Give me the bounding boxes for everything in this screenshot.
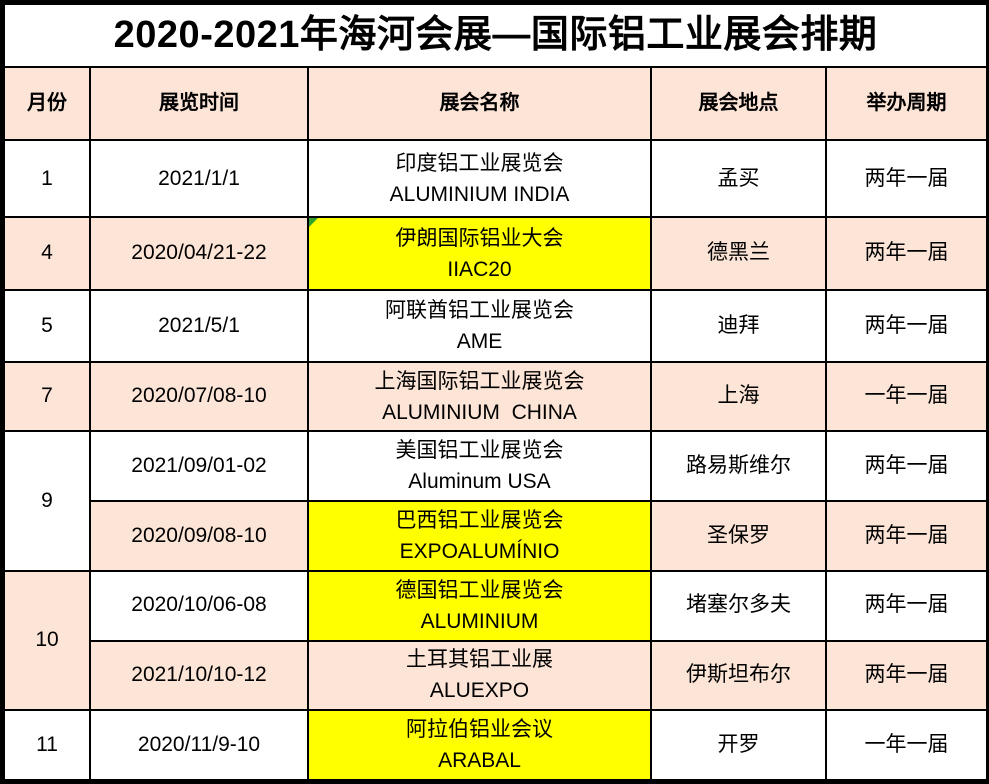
location-cell: 迪拜 bbox=[650, 289, 827, 363]
name-cell: 上海国际铝工业展览会 ALUMINIUM CHINA bbox=[307, 360, 652, 433]
table-row: 11 2020/11/9-10 阿拉伯铝业会议 ARABAL 开罗 一年一届 bbox=[3, 709, 986, 781]
page-title: 2020-2021年海河会展—国际铝工业展会排期 bbox=[3, 3, 986, 68]
name-en: ALUMINIUM CHINA bbox=[382, 400, 577, 424]
cycle-cell: 两年一届 bbox=[824, 500, 986, 572]
name-en: IIAC20 bbox=[447, 257, 512, 281]
location-cell: 路易斯维尔 bbox=[650, 430, 827, 503]
name-cn: 美国铝工业展览会 bbox=[395, 439, 564, 463]
header-row: 月份 展览时间 展会名称 展会地点 举办周期 bbox=[3, 65, 986, 142]
month-cell: 1 bbox=[3, 139, 91, 219]
name-cn: 阿联酋铝工业展览会 bbox=[385, 298, 574, 322]
table-row: 9 2021/09/01-02 美国铝工业展览会 Aluminum USA 路易… bbox=[3, 430, 986, 572]
date-cell: 2021/10/10-12 bbox=[89, 639, 309, 712]
table-row: 2021/10/10-12 土耳其铝工业展 ALUEXPO 伊斯坦布尔 两年一届 bbox=[4, 639, 986, 712]
table-row: 7 2020/07/08-10 上海国际铝工业展览会 ALUMINIUM CHI… bbox=[3, 360, 986, 433]
column-header-name: 展会名称 bbox=[307, 65, 652, 142]
name-en: EXPOALUMÍNIO bbox=[399, 539, 560, 563]
location-cell: 堵塞尔多夫 bbox=[650, 569, 827, 642]
location-cell: 伊斯坦布尔 bbox=[650, 639, 827, 712]
name-en: ALUMINIUM bbox=[420, 609, 539, 633]
name-cell-highlighted: 阿拉伯铝业会议 ARABAL bbox=[307, 709, 652, 781]
month-cell: 4 bbox=[3, 216, 91, 292]
date-cell: 2021/09/01-02 bbox=[89, 430, 309, 503]
cycle-cell: 一年一届 bbox=[824, 360, 986, 433]
name-cn: 上海国际铝工业展览会 bbox=[374, 369, 585, 393]
name-cell: 阿联酋铝工业展览会 AME bbox=[307, 289, 652, 363]
name-cell-highlighted: 巴西铝工业展览会 EXPOALUMÍNIO bbox=[307, 500, 652, 572]
month-cell: 7 bbox=[3, 360, 91, 433]
name-en: Aluminum USA bbox=[408, 470, 551, 494]
location-cell: 圣保罗 bbox=[650, 500, 827, 572]
cycle-cell: 两年一届 bbox=[824, 216, 986, 292]
name-en: ARABAL bbox=[438, 749, 521, 773]
date-cell: 2020/04/21-22 bbox=[89, 216, 309, 292]
name-cn: 阿拉伯铝业会议 bbox=[406, 718, 553, 742]
exhibition-schedule-table: 2020-2021年海河会展—国际铝工业展会排期 月份 展览时间 展会名称 展会… bbox=[3, 3, 986, 781]
column-header-month: 月份 bbox=[3, 65, 91, 142]
date-cell: 2020/10/06-08 bbox=[89, 569, 309, 642]
title-row: 2020-2021年海河会展—国际铝工业展会排期 bbox=[3, 3, 986, 68]
name-cell: 土耳其铝工业展 ALUEXPO bbox=[307, 639, 652, 712]
name-en: AME bbox=[456, 329, 503, 353]
table-row: 1 2021/1/1 印度铝工业展览会 ALUMINIUM INDIA 孟买 两… bbox=[3, 139, 986, 219]
cycle-cell: 两年一届 bbox=[824, 639, 986, 712]
location-cell: 孟买 bbox=[650, 139, 827, 219]
name-cn: 伊朗国际铝业大会 bbox=[395, 226, 564, 250]
location-cell: 上海 bbox=[650, 360, 827, 433]
cycle-cell: 两年一届 bbox=[824, 569, 986, 642]
column-header-location: 展会地点 bbox=[650, 65, 827, 142]
date-cell: 2020/09/08-10 bbox=[89, 500, 309, 572]
name-en: ALUEXPO bbox=[429, 679, 530, 703]
date-cell: 2021/5/1 bbox=[89, 289, 309, 363]
cycle-cell: 两年一届 bbox=[824, 430, 986, 503]
name-cn: 巴西铝工业展览会 bbox=[395, 508, 564, 532]
name-cell: 美国铝工业展览会 Aluminum USA bbox=[307, 430, 652, 503]
name-cn: 德国铝工业展览会 bbox=[395, 578, 564, 602]
name-cell-highlighted: 德国铝工业展览会 ALUMINIUM bbox=[307, 569, 652, 642]
date-cell: 2020/07/08-10 bbox=[89, 360, 309, 433]
month-cell-merged: 9 bbox=[3, 430, 91, 572]
name-cell: 印度铝工业展览会 ALUMINIUM INDIA bbox=[307, 139, 652, 219]
date-cell: 2020/11/9-10 bbox=[89, 709, 309, 781]
cycle-cell: 两年一届 bbox=[824, 289, 986, 363]
table-row: 4 2020/04/21-22 伊朗国际铝业大会 IIAC20 德黑兰 两年一届 bbox=[3, 216, 986, 292]
month-cell: 11 bbox=[3, 709, 91, 781]
table-row: 5 2021/5/1 阿联酋铝工业展览会 AME 迪拜 两年一届 bbox=[3, 289, 986, 363]
month-cell: 5 bbox=[3, 289, 91, 363]
cell-error-indicator-icon bbox=[310, 219, 318, 228]
month-cell-merged: 10 bbox=[3, 569, 91, 712]
location-cell: 开罗 bbox=[650, 709, 827, 781]
name-en: ALUMINIUM INDIA bbox=[389, 182, 570, 206]
table-row: 2020/09/08-10 巴西铝工业展览会 EXPOALUMÍNIO 圣保罗 … bbox=[4, 500, 986, 572]
column-header-cycle: 举办周期 bbox=[824, 65, 986, 142]
column-header-date: 展览时间 bbox=[89, 65, 309, 142]
name-cn: 印度铝工业展览会 bbox=[395, 151, 564, 175]
date-cell: 2021/1/1 bbox=[89, 139, 309, 219]
cycle-cell: 一年一届 bbox=[824, 709, 986, 781]
name-cn: 土耳其铝工业展 bbox=[406, 648, 553, 672]
location-cell: 德黑兰 bbox=[650, 216, 827, 292]
table-row: 10 2020/10/06-08 德国铝工业展览会 ALUMINIUM 堵塞尔多… bbox=[3, 569, 986, 712]
cycle-cell: 两年一届 bbox=[824, 139, 986, 219]
name-cell-highlighted: 伊朗国际铝业大会 IIAC20 bbox=[307, 216, 652, 292]
